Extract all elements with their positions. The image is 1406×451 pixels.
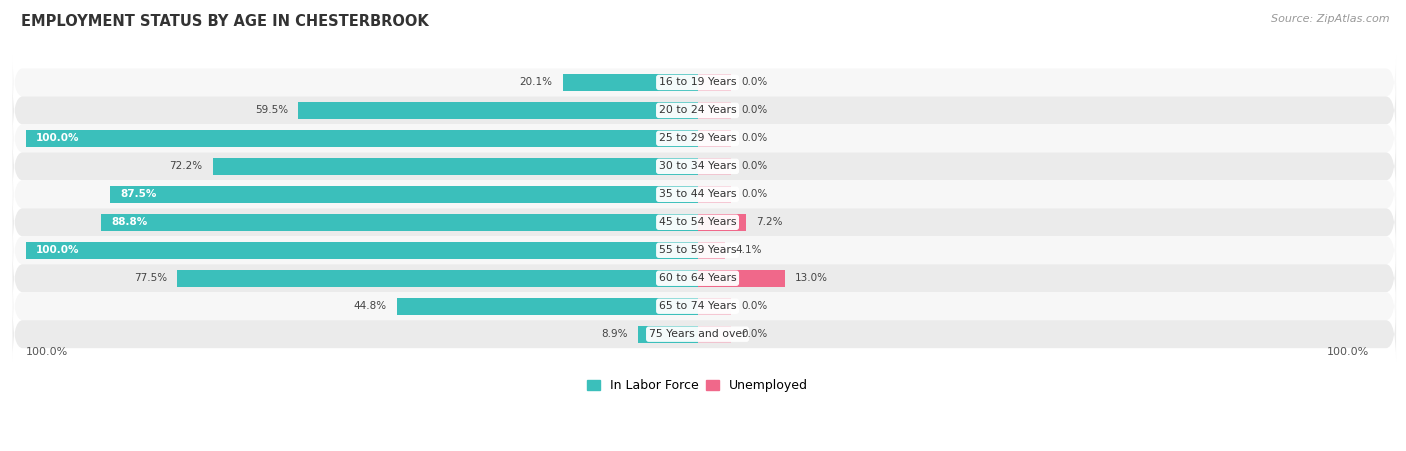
Text: 0.0%: 0.0% <box>741 161 768 171</box>
Bar <box>697 158 731 175</box>
Bar <box>177 270 697 287</box>
Legend: In Labor Force, Unemployed: In Labor Force, Unemployed <box>588 379 807 392</box>
Text: 30 to 34 Years: 30 to 34 Years <box>659 161 737 171</box>
Text: 0.0%: 0.0% <box>741 133 768 143</box>
FancyBboxPatch shape <box>13 250 1396 306</box>
Text: 100.0%: 100.0% <box>37 133 80 143</box>
Text: 100.0%: 100.0% <box>25 347 67 357</box>
FancyBboxPatch shape <box>13 194 1396 250</box>
Bar <box>638 326 697 343</box>
Bar <box>697 214 747 231</box>
Text: 44.8%: 44.8% <box>353 301 387 311</box>
Text: 87.5%: 87.5% <box>120 189 156 199</box>
Text: 65 to 74 Years: 65 to 74 Years <box>659 301 737 311</box>
Bar <box>396 298 697 315</box>
FancyBboxPatch shape <box>13 55 1396 110</box>
Text: 0.0%: 0.0% <box>741 329 768 339</box>
Text: 25 to 29 Years: 25 to 29 Years <box>659 133 737 143</box>
Text: 0.0%: 0.0% <box>741 301 768 311</box>
Bar <box>212 158 697 175</box>
Text: 77.5%: 77.5% <box>134 273 167 283</box>
FancyBboxPatch shape <box>13 166 1396 222</box>
Text: 88.8%: 88.8% <box>111 217 148 227</box>
Bar <box>298 102 697 119</box>
Bar <box>697 130 731 147</box>
FancyBboxPatch shape <box>13 306 1396 362</box>
Text: 35 to 44 Years: 35 to 44 Years <box>659 189 737 199</box>
Text: 60 to 64 Years: 60 to 64 Years <box>659 273 737 283</box>
Text: 20.1%: 20.1% <box>519 78 553 87</box>
Text: 100.0%: 100.0% <box>1327 347 1369 357</box>
Bar <box>562 74 697 91</box>
Bar <box>697 186 731 203</box>
Text: Source: ZipAtlas.com: Source: ZipAtlas.com <box>1271 14 1389 23</box>
Text: 4.1%: 4.1% <box>735 245 762 255</box>
Bar <box>697 270 785 287</box>
Bar <box>25 242 697 259</box>
FancyBboxPatch shape <box>13 278 1396 334</box>
Text: 0.0%: 0.0% <box>741 106 768 115</box>
FancyBboxPatch shape <box>13 222 1396 278</box>
Text: 16 to 19 Years: 16 to 19 Years <box>659 78 737 87</box>
Bar <box>697 74 731 91</box>
Text: 13.0%: 13.0% <box>794 273 828 283</box>
Text: 0.0%: 0.0% <box>741 189 768 199</box>
Text: 72.2%: 72.2% <box>169 161 202 171</box>
Text: 20 to 24 Years: 20 to 24 Years <box>659 106 737 115</box>
Bar <box>110 186 697 203</box>
Text: 100.0%: 100.0% <box>37 245 80 255</box>
Bar <box>697 326 731 343</box>
Text: 7.2%: 7.2% <box>756 217 783 227</box>
Bar <box>697 242 725 259</box>
FancyBboxPatch shape <box>13 138 1396 194</box>
Bar <box>101 214 697 231</box>
FancyBboxPatch shape <box>13 83 1396 138</box>
Bar <box>697 298 731 315</box>
Text: 8.9%: 8.9% <box>602 329 627 339</box>
Bar <box>697 102 731 119</box>
FancyBboxPatch shape <box>13 110 1396 166</box>
Text: 59.5%: 59.5% <box>254 106 288 115</box>
Text: 75 Years and over: 75 Years and over <box>648 329 747 339</box>
Text: EMPLOYMENT STATUS BY AGE IN CHESTERBROOK: EMPLOYMENT STATUS BY AGE IN CHESTERBROOK <box>21 14 429 28</box>
Text: 55 to 59 Years: 55 to 59 Years <box>659 245 737 255</box>
Bar <box>25 130 697 147</box>
Text: 45 to 54 Years: 45 to 54 Years <box>659 217 737 227</box>
Text: 0.0%: 0.0% <box>741 78 768 87</box>
